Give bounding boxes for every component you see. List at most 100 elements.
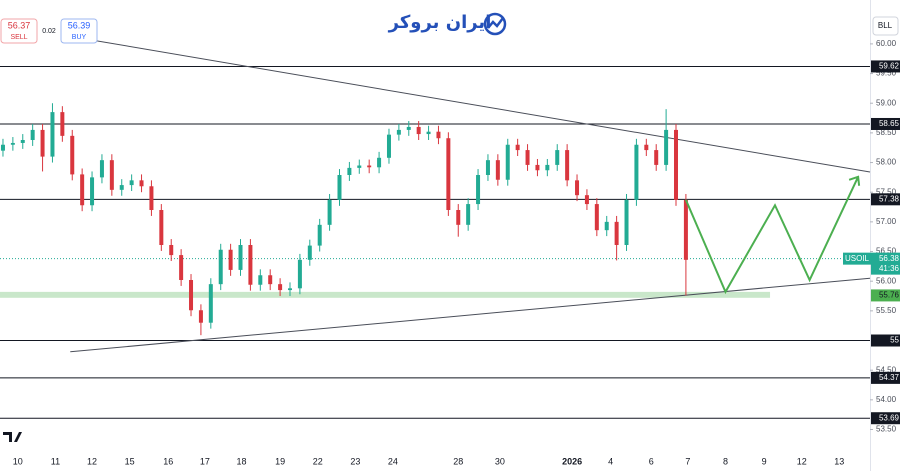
x-tick-label: 28: [453, 456, 463, 466]
level-label: 54.37: [879, 373, 900, 382]
candle-body: [327, 199, 332, 225]
last-name-box: [843, 252, 871, 265]
x-tick-label: 30: [495, 456, 505, 466]
candle-body: [139, 180, 144, 187]
candle-body: [466, 204, 471, 225]
candle-body: [50, 112, 55, 157]
buy-label: BUY: [72, 34, 87, 41]
corner-label: BLL: [878, 21, 893, 30]
candle-body: [485, 160, 490, 175]
buy-button[interactable]: [60, 18, 98, 44]
candle-body: [555, 150, 560, 165]
level-label: 57.38: [879, 194, 900, 203]
countdown: 41:36: [879, 264, 900, 273]
y-tick-label: 59.50: [876, 69, 897, 78]
candle-body: [436, 131, 441, 139]
candle-body: [674, 129, 679, 200]
y-tick-label: 57.00: [876, 217, 897, 226]
candle-body: [396, 129, 401, 135]
candle-body: [189, 280, 194, 311]
candle-body: [149, 186, 154, 210]
candle-body: [367, 165, 372, 168]
zone-label: 55.76: [879, 291, 900, 300]
level-box: [871, 334, 900, 347]
sell-button[interactable]: [0, 18, 38, 44]
level-box: [871, 117, 900, 130]
y-tick-label: 60.00: [876, 39, 897, 48]
x-tick-label: 7: [685, 456, 690, 466]
level-label: 59.62: [879, 62, 900, 71]
candle-body: [357, 165, 362, 168]
candle-body: [268, 275, 273, 285]
trendline: [70, 277, 871, 353]
candle-body: [495, 160, 500, 180]
last-price: 56.38: [879, 254, 900, 263]
brand-icon: [483, 12, 507, 36]
sell-label: SELL: [10, 34, 27, 41]
candle-body: [40, 129, 45, 157]
candle-body: [594, 204, 599, 231]
y-tick-label: 58.00: [876, 158, 897, 167]
candle-body: [238, 245, 243, 270]
candle-body: [80, 174, 85, 206]
candle-body: [10, 142, 15, 145]
candle-body: [426, 131, 431, 135]
last-name: USOIL: [845, 254, 870, 263]
candle-body: [386, 134, 391, 158]
plot: 60.00 59.50 59.00 58.50 58.00 57.50 57.00 56.50…: [0, 39, 900, 466]
x-tick-label: 10: [13, 456, 23, 466]
candle-body: [307, 245, 312, 260]
candle-body: [515, 144, 520, 151]
projection-arrowhead: [848, 175, 861, 186]
candle-body: [278, 284, 283, 291]
candle-body: [20, 140, 25, 143]
candle-body: [288, 288, 292, 291]
candle-body: [228, 249, 233, 270]
projection-path: [684, 176, 860, 295]
x-tick-label: 11: [51, 456, 60, 466]
x-tick-label: 12: [87, 456, 97, 466]
candle-body: [575, 180, 580, 196]
last-price-box: [871, 252, 900, 275]
x-tick-label: 4: [608, 456, 613, 466]
candle-body: [565, 150, 570, 181]
candle-body: [347, 167, 352, 175]
candle-body: [179, 255, 184, 280]
y-tick-label: 56.50: [876, 247, 897, 256]
x-tick-label: 2026: [562, 456, 582, 466]
level-box: [871, 60, 900, 73]
x-tick-label: 19: [275, 456, 285, 466]
candle-body: [624, 199, 629, 245]
level-label: 53.69: [879, 413, 900, 422]
candle-body: [525, 150, 530, 165]
level-label: 58.65: [879, 119, 900, 128]
candle-body: [60, 112, 65, 136]
candle-body: [584, 195, 589, 205]
candle-body: [654, 150, 659, 165]
candle-body: [109, 160, 114, 190]
x-tick-label: 9: [762, 456, 767, 466]
trendline: [89, 39, 871, 173]
tv-logo: [3, 432, 22, 442]
candle-body: [604, 221, 609, 231]
candle-body: [406, 126, 411, 130]
x-tick-label: 6: [649, 456, 654, 466]
candle-body: [248, 245, 253, 285]
buy-price: 56.39: [68, 20, 91, 30]
candle-body: [70, 135, 75, 175]
candle-body: [0, 144, 5, 151]
brand-logo: ایران بروکر: [388, 12, 492, 33]
zone-box: [871, 289, 900, 302]
candle-body: [119, 185, 124, 190]
x-tick-label: 16: [163, 456, 173, 466]
corner-box[interactable]: [872, 16, 899, 36]
candle-body: [159, 210, 164, 245]
y-tick-label: 58.50: [876, 128, 897, 137]
candle-body: [664, 129, 669, 165]
candle-body: [614, 221, 619, 245]
candle-body: [446, 138, 451, 210]
candle-body: [377, 157, 382, 168]
candle-body: [297, 259, 302, 289]
